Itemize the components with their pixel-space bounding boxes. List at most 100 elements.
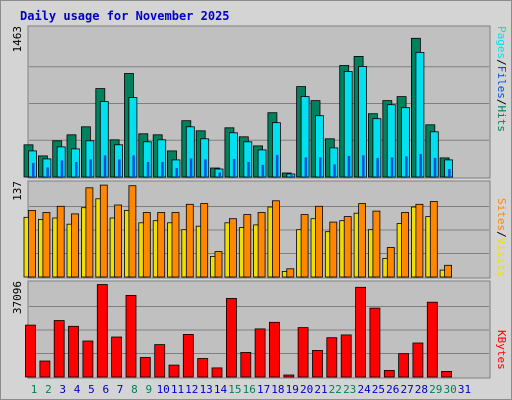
legend-visits: Visits [495, 238, 508, 278]
kbytes-bar-day-22 [326, 337, 338, 378]
kbytes-bar-day-7 [111, 336, 122, 378]
pages-bar-day-18 [275, 154, 279, 177]
pages-bar-day-21 [319, 157, 322, 177]
sites-bar-day-18 [271, 200, 280, 278]
pages-bar-day-24 [362, 155, 365, 177]
sites-bar-day-27 [401, 212, 410, 278]
legend-sep-2: / [495, 99, 508, 106]
legend-sites-visits: Sites/Visits [495, 198, 508, 278]
legend-sep-1: / [495, 59, 508, 66]
kbytes-bar-day-1 [25, 324, 36, 378]
sites-bar-day-20 [300, 214, 309, 278]
kbytes-bar-day-24 [355, 286, 367, 378]
day-label-26: 26 [386, 383, 399, 396]
kbytes-bar-day-16 [240, 351, 252, 378]
pages-bar-day-26 [390, 157, 394, 177]
kbytes-bar-day-28 [412, 342, 424, 378]
day-labels: 1 2 3 4 5 6 7 8 9 10 11 12 13 14 15 16 17 18 19 20 21 22 23 24 2… [31, 383, 471, 396]
day-label-13: 13 [200, 383, 213, 396]
sites-bar-day-15 [228, 218, 237, 278]
kbytes-bar-day-18 [268, 321, 280, 378]
day-label-15: 15 [228, 383, 241, 396]
day-label-16: 16 [243, 383, 256, 396]
day-label-5: 5 [88, 383, 95, 396]
day-label-14: 14 [214, 383, 228, 396]
day-label-21: 21 [314, 383, 327, 396]
kbytes-bar-day-8 [125, 294, 137, 378]
sites-bar-day-17 [257, 212, 266, 278]
day-label-1: 1 [31, 383, 38, 396]
pages-bar-day-6 [103, 155, 107, 177]
sites-bar-day-29 [429, 201, 438, 278]
sites-bar-day-28 [415, 203, 424, 278]
scale-label-hits: 1463 [11, 26, 24, 53]
day-label-19: 19 [286, 383, 299, 396]
sites-bar-day-6 [99, 184, 108, 278]
pages-bar-day-8 [132, 155, 135, 177]
sites-bar-day-19 [286, 268, 295, 278]
pages-bar-day-12 [189, 158, 193, 177]
pages-bar-day-16 [247, 161, 250, 177]
sites-bar-day-7 [114, 204, 122, 278]
sites-bar-day-30 [444, 264, 453, 278]
day-label-11: 11 [171, 383, 184, 396]
sites-bar-day-5 [85, 187, 94, 278]
pages-bar-day-1 [32, 162, 35, 177]
kbytes-bar-day-11 [168, 364, 180, 378]
sites-bar-day-12 [185, 203, 194, 278]
day-label-4: 4 [74, 383, 81, 396]
day-label-3: 3 [59, 383, 66, 396]
day-label-29: 29 [429, 383, 442, 396]
kbytes-bar-day-25 [369, 307, 381, 378]
sites-bar-day-3 [56, 205, 65, 278]
day-label-28: 28 [415, 383, 428, 396]
sites-bar-day-16 [243, 214, 252, 278]
day-label-23: 23 [343, 383, 356, 396]
legend-kbytes: KBytes [495, 330, 508, 370]
kbytes-bar-day-23 [340, 334, 352, 378]
pages-bar-day-30 [448, 169, 451, 177]
day-label-27: 27 [400, 383, 413, 396]
sites-bar-day-1 [28, 209, 36, 278]
legend-sep-3: / [495, 231, 508, 238]
legend-pages: Pages [495, 26, 508, 59]
pages-bar-day-19 [290, 175, 293, 177]
kbytes-bar-day-13 [197, 358, 209, 378]
kbytes-bar-day-6 [96, 284, 108, 378]
day-label-17: 17 [257, 383, 270, 396]
pages-bar-day-17 [261, 164, 265, 177]
pages-bar-day-10 [161, 161, 164, 177]
day-label-30: 30 [443, 383, 456, 396]
kbytes-bar-day-10 [154, 344, 166, 378]
kbytes-bar-day-4 [68, 325, 79, 378]
pages-bar-day-15 [232, 158, 236, 177]
sites-bar-day-14 [214, 251, 223, 278]
pages-bar-day-2 [46, 167, 49, 177]
sites-bar-day-8 [128, 185, 137, 278]
sites-bar-day-23 [343, 216, 352, 278]
day-label-20: 20 [300, 383, 313, 396]
kbytes-bar-day-5 [82, 340, 94, 378]
day-label-9: 9 [145, 383, 152, 396]
sites-bar-day-21 [315, 205, 323, 278]
kbytes-bar-day-20 [297, 327, 309, 378]
pages-bar-day-22 [333, 164, 336, 177]
day-label-2: 2 [45, 383, 52, 396]
kbytes-bar-day-2 [39, 360, 51, 378]
sites-bar-day-9 [142, 212, 151, 278]
pages-bar-day-3 [60, 160, 64, 177]
pages-bar-day-20 [304, 157, 308, 177]
day-label-6: 6 [102, 383, 109, 396]
pages-bar-day-11 [175, 168, 178, 177]
legend-sites: Sites [495, 198, 508, 231]
pages-bar-day-25 [376, 157, 379, 177]
day-label-22: 22 [329, 383, 342, 396]
kbytes-bar-day-21 [312, 349, 323, 378]
pages-bar-day-23 [347, 155, 351, 177]
scale-label-kbytes: 37096 [11, 281, 24, 314]
scale-label-visits: 137 [11, 181, 24, 201]
pages-bar-day-5 [89, 159, 92, 177]
sites-bar-day-26 [386, 247, 395, 278]
bars [23, 37, 454, 378]
day-label-8: 8 [131, 383, 138, 396]
